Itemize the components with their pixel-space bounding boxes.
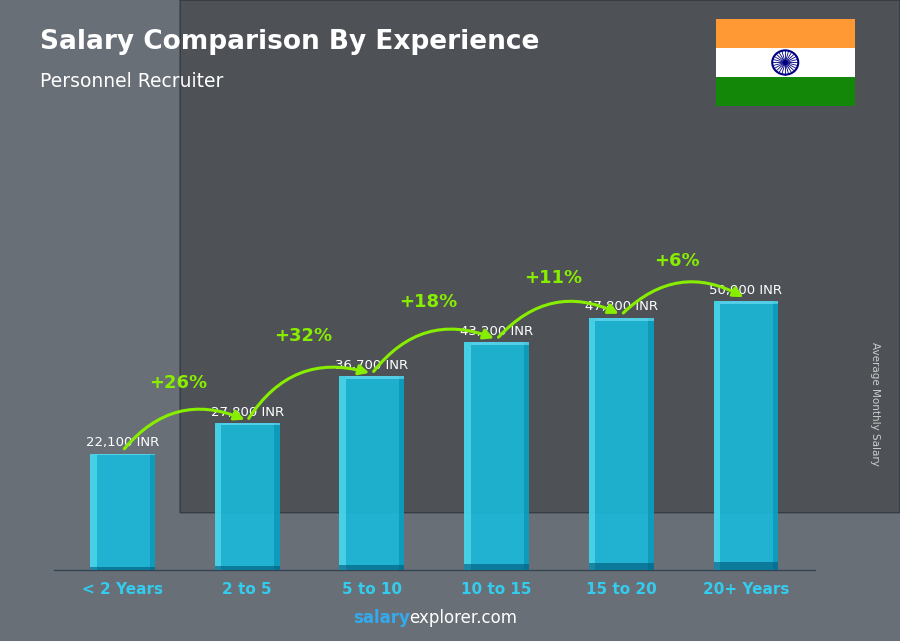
Text: 43,200 INR: 43,200 INR bbox=[460, 325, 533, 338]
Text: 36,700 INR: 36,700 INR bbox=[336, 359, 409, 372]
Bar bbox=[714, 562, 778, 570]
Text: explorer.com: explorer.com bbox=[410, 609, 518, 627]
Bar bbox=[716, 77, 855, 106]
Circle shape bbox=[783, 61, 788, 64]
Bar bbox=[215, 566, 280, 570]
Text: 27,800 INR: 27,800 INR bbox=[211, 406, 284, 419]
Text: 47,800 INR: 47,800 INR bbox=[585, 301, 658, 313]
Text: Average Monthly Salary: Average Monthly Salary bbox=[869, 342, 880, 466]
Bar bbox=[339, 565, 404, 570]
Text: Personnel Recruiter: Personnel Recruiter bbox=[40, 72, 224, 91]
Bar bbox=[90, 567, 155, 570]
FancyBboxPatch shape bbox=[713, 17, 858, 108]
Bar bbox=[215, 424, 221, 570]
Bar bbox=[716, 48, 855, 77]
Bar bbox=[464, 563, 529, 570]
Text: +18%: +18% bbox=[399, 293, 457, 311]
Bar bbox=[346, 376, 404, 379]
Bar bbox=[399, 376, 404, 570]
Text: salary: salary bbox=[353, 609, 410, 627]
Bar bbox=[589, 317, 653, 570]
Bar bbox=[90, 454, 155, 570]
Bar bbox=[714, 301, 778, 570]
Text: 50,900 INR: 50,900 INR bbox=[709, 284, 782, 297]
Bar bbox=[471, 342, 529, 345]
Bar bbox=[524, 342, 529, 570]
Bar bbox=[714, 301, 720, 570]
Bar bbox=[720, 301, 778, 304]
Bar bbox=[589, 563, 653, 570]
Bar bbox=[595, 317, 653, 320]
Bar bbox=[96, 454, 155, 455]
Bar bbox=[339, 376, 404, 570]
Bar bbox=[589, 317, 595, 570]
FancyBboxPatch shape bbox=[180, 0, 900, 513]
Bar bbox=[215, 424, 280, 570]
Text: Salary Comparison By Experience: Salary Comparison By Experience bbox=[40, 29, 540, 55]
Bar bbox=[221, 424, 280, 425]
Bar bbox=[716, 19, 855, 48]
Bar bbox=[773, 301, 778, 570]
Bar bbox=[464, 342, 471, 570]
Bar bbox=[149, 454, 155, 570]
Bar bbox=[464, 342, 529, 570]
Text: 22,100 INR: 22,100 INR bbox=[86, 437, 159, 449]
Text: +32%: +32% bbox=[274, 328, 332, 345]
Bar bbox=[90, 454, 96, 570]
Text: +26%: +26% bbox=[149, 374, 208, 392]
Text: +11%: +11% bbox=[524, 269, 581, 287]
Bar bbox=[339, 376, 346, 570]
Bar bbox=[274, 424, 280, 570]
Text: +6%: +6% bbox=[654, 252, 700, 271]
Bar bbox=[649, 317, 653, 570]
